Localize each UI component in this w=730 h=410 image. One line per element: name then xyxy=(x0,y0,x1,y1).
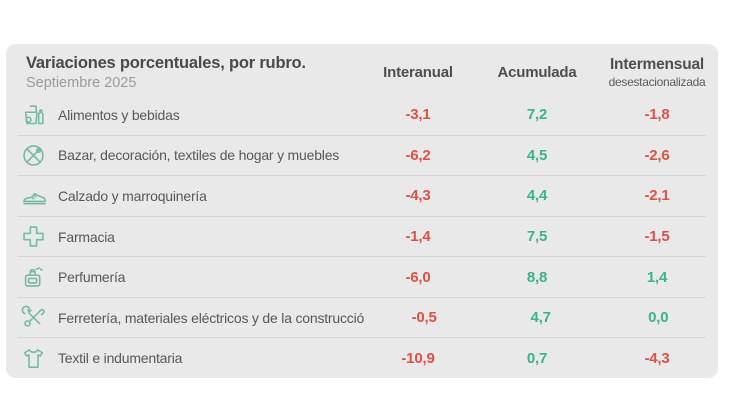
row-divider xyxy=(18,337,706,339)
row-label: Farmacia xyxy=(58,228,115,245)
table-row: Calzado y marroquinería -4,3 4,4 -2,1 xyxy=(6,176,718,216)
value-acumulada: 8,8 xyxy=(526,268,548,286)
tableware-icon xyxy=(16,141,50,169)
row-label: Alimentos y bebidas xyxy=(58,106,180,123)
value-acumulada: 7,5 xyxy=(526,228,548,246)
title-block: Variaciones porcentuales, por rubro. Sep… xyxy=(26,54,358,91)
tools-icon xyxy=(16,304,50,332)
value-interanual: -1,4 xyxy=(405,228,431,246)
column-header-intermensual-main: Intermensual xyxy=(609,56,705,73)
value-intermensual: -2,6 xyxy=(644,146,670,164)
value-intermensual: -4,3 xyxy=(644,349,670,367)
value-acumulada: 4,7 xyxy=(530,309,551,327)
value-acumulada: 7,2 xyxy=(526,106,548,124)
table-row: Perfumería -6,0 8,8 1,4 xyxy=(6,257,718,297)
table-header: Variaciones porcentuales, por rubro. Sep… xyxy=(6,44,718,95)
table-row: Farmacia -1,4 7,5 -1,5 xyxy=(6,217,718,257)
variations-table-card: Variaciones porcentuales, por rubro. Sep… xyxy=(6,44,718,378)
value-interanual: -0,5 xyxy=(411,309,437,327)
column-header-acumulada: Acumulada xyxy=(497,64,577,81)
pharmacy-cross-icon xyxy=(16,223,50,251)
table-row: Bazar, decoración, textiles de hogar y m… xyxy=(6,136,718,176)
perfume-bottle-icon xyxy=(16,263,50,291)
row-label: Textil e indumentaria xyxy=(58,350,183,367)
table-row: Ferretería, materiales eléctricos y de l… xyxy=(6,298,718,338)
column-header-interanual: Interanual xyxy=(383,64,453,81)
table-body: Alimentos y bebidas -3,1 7,2 -1,8 Bazar,… xyxy=(6,95,718,378)
row-divider xyxy=(18,296,706,298)
value-acumulada: 4,5 xyxy=(526,146,548,164)
value-interanual: -6,0 xyxy=(405,268,431,286)
table-row: Alimentos y bebidas -3,1 7,2 -1,8 xyxy=(6,95,718,135)
value-intermensual: -1,5 xyxy=(644,228,670,246)
value-interanual: -4,3 xyxy=(405,187,431,205)
row-label: Calzado y marroquinería xyxy=(58,187,207,204)
row-label: Perfumería xyxy=(58,269,126,286)
value-interanual: -6,2 xyxy=(405,146,431,164)
column-headers: Interanual Acumulada Intermensual desest… xyxy=(358,56,718,89)
row-label: Ferretería, materiales eléctricos y de l… xyxy=(58,309,366,326)
row-divider xyxy=(18,134,706,136)
value-acumulada: 4,4 xyxy=(526,187,548,205)
groceries-icon xyxy=(16,101,50,129)
page-subtitle: Septiembre 2025 xyxy=(26,75,137,91)
row-divider xyxy=(18,256,706,258)
row-divider xyxy=(18,215,706,217)
shoe-icon xyxy=(16,182,50,210)
row-label: Bazar, decoración, textiles de hogar y m… xyxy=(58,147,340,164)
value-intermensual: 0,0 xyxy=(648,309,669,327)
row-divider xyxy=(18,175,706,177)
page-title: Variaciones porcentuales, por rubro. xyxy=(26,54,306,72)
value-interanual: -3,1 xyxy=(405,106,431,124)
tshirt-icon xyxy=(16,344,50,372)
value-intermensual: -1,8 xyxy=(644,106,670,124)
value-intermensual: -2,1 xyxy=(644,187,670,205)
table-row: Textil e indumentaria -10,9 0,7 -4,3 xyxy=(6,338,718,378)
value-acumulada: 0,7 xyxy=(526,349,548,367)
column-header-intermensual-sub: desestacionalizada xyxy=(608,75,706,89)
value-intermensual: 1,4 xyxy=(646,268,668,286)
column-header-intermensual: Intermensual desestacionalizada xyxy=(596,56,718,89)
value-interanual: -10,9 xyxy=(401,349,435,367)
